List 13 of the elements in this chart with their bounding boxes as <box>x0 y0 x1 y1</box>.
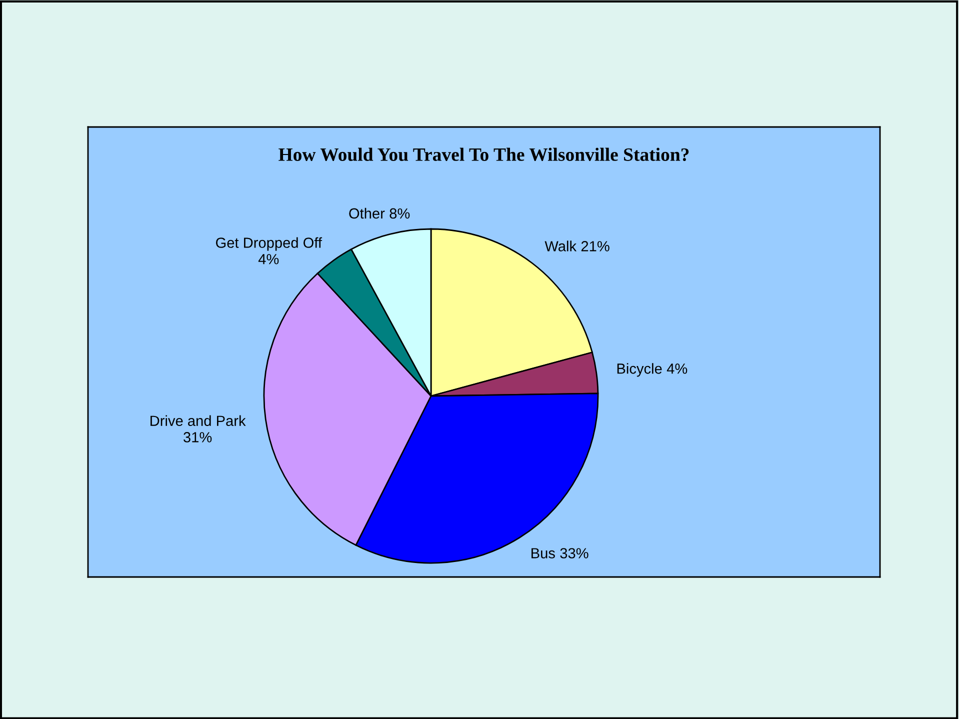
data-label: 21% <box>581 241 610 252</box>
data-label: 4% <box>666 364 688 374</box>
data-label: 31% <box>184 432 212 442</box>
data-label: 8% <box>390 208 410 219</box>
slice-label: Drive and Park <box>150 415 246 426</box>
slice-label: Other <box>349 208 385 219</box>
data-label: 4% <box>258 254 279 264</box>
chart-title: How Would You Travel To The Wilsonville Station? <box>278 148 689 162</box>
slice-label: Bus <box>532 548 555 558</box>
slice-label: Walk <box>544 240 577 252</box>
slice-label: Bicycle <box>617 363 662 377</box>
data-label: 33% <box>560 548 588 558</box>
slice-label: Get Dropped Off <box>216 237 322 251</box>
